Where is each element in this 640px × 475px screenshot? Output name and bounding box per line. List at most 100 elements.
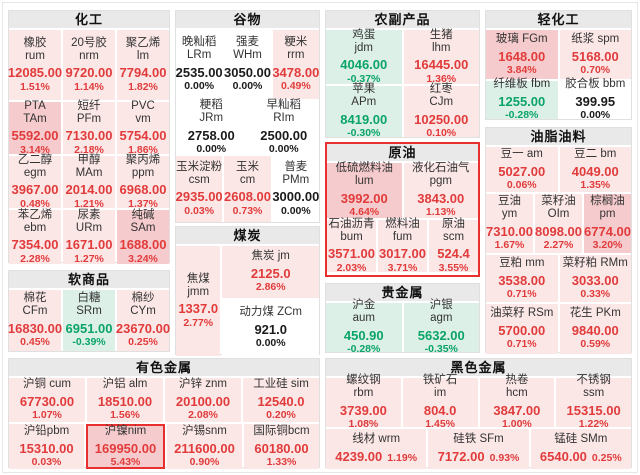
cell-row: 纤维板 fbm 1255.00 -0.28% 胶合板 bbm 399.95 0.00% xyxy=(486,78,631,121)
cell-whm[interactable]: 强麦 WHm 3050.00 0.00% xyxy=(224,30,271,99)
cell-vm[interactable]: PVC vm 5754.00 1.86% xyxy=(117,100,169,156)
cell-nrm[interactable]: 20号胶 nrm 9720.00 1.14% xyxy=(63,30,115,100)
cell-bum[interactable]: 石油沥青 bum 3571.00 2.03% xyxy=(327,218,376,273)
price-block: 3538.00 0.71% xyxy=(498,273,545,301)
cell-oim[interactable]: 菜籽油 OIm 8098.00 2.27% xyxy=(535,194,582,253)
price: 12085.00 xyxy=(7,65,63,81)
section-title-soft-commodities[interactable]: 软商品 xyxy=(9,271,169,288)
section-title-grains[interactable]: 谷物 xyxy=(176,11,319,28)
cell-egm[interactable]: 乙二醇 egm 3967.00 0.48% xyxy=(9,154,61,209)
cell-bbm[interactable]: 胶合板 bbm 399.95 0.00% xyxy=(559,78,631,121)
cell-nim[interactable]: 沪镍nim 169950.00 5.43% xyxy=(86,424,165,469)
price-block: 8098.00 2.27% xyxy=(535,224,582,252)
cell-row: 橡胶 rum 12085.00 1.51% 20号胶 nrm 9720.00 1.14% 聚… xyxy=(7,30,169,100)
cell-pbm[interactable]: 沪铅pbm 15310.00 0.03% xyxy=(9,424,84,469)
cell-ebm[interactable]: 苯乙烯 ebm 7354.00 2.28% xyxy=(9,209,61,264)
cell-mm[interactable]: 豆粕 mm 3538.00 0.71% xyxy=(486,255,558,302)
cell-fgm[interactable]: 玻璃 FGm 1648.00 3.84% xyxy=(486,30,558,79)
cell-im[interactable]: 铁矿石 im 804.0 1.45% xyxy=(402,374,478,430)
instrument-name: 棕榈油 pm xyxy=(590,195,625,221)
section-title-chemicals[interactable]: 化工 xyxy=(9,11,169,28)
price-block: 6951.00 -0.39% xyxy=(66,321,113,349)
cell-rbm[interactable]: 螺纹钢 rbm 3739.00 1.08% xyxy=(326,374,401,430)
instrument-name: 普麦 PMm xyxy=(282,160,310,186)
cell-sim[interactable]: 工业硅 sim 12540.0 0.20% xyxy=(243,378,319,422)
cell-fum[interactable]: 燃料油 fum 3017.00 3.71% xyxy=(378,218,427,273)
cell-lm[interactable]: 聚乙烯 lm 7794.00 1.82% xyxy=(117,30,169,100)
cell-pkm[interactable]: 花生 PKm 9840.00 0.59% xyxy=(559,304,631,354)
cell-hcm[interactable]: 热卷 hcm 3847.00 1.00% xyxy=(479,374,555,430)
cell-lum[interactable]: 低硫燃料油 lum 3992.00 4.64% xyxy=(327,162,402,218)
cell-znm[interactable]: 沪锌 znm 20100.00 2.08% xyxy=(165,378,241,422)
price: 4239.00 xyxy=(335,449,383,465)
cell-fbm[interactable]: 纤维板 fbm 1255.00 -0.28% xyxy=(486,78,558,121)
cell-rmm[interactable]: 菜籽粕 RMm 3033.00 0.33% xyxy=(559,255,631,302)
section-title-oils-oilseeds[interactable]: 油脂油料 xyxy=(486,128,631,145)
section-title-precious-metals[interactable]: 贵金属 xyxy=(326,284,479,301)
cell-pgm[interactable]: 液化石油气 pgm 3843.00 1.13% xyxy=(403,162,478,218)
cell-cum[interactable]: 沪铜 cum 67730.00 1.07% xyxy=(9,378,85,422)
section-crude-oil: 原油 低硫燃料油 lum 3992.00 4.64% 液化石油气 pgm 3843.00 1… xyxy=(325,142,480,277)
price: 9840.00 xyxy=(571,323,619,339)
cell-jmm[interactable]: 焦煤 jmm 1337.0 2.77% xyxy=(176,246,221,356)
price: 1648.00 xyxy=(498,48,546,64)
price-block: 211600.00 0.90% xyxy=(174,441,235,469)
price: 399.95 xyxy=(575,94,616,110)
cell-alm[interactable]: 沪铝 alm 18510.00 1.56% xyxy=(87,378,163,422)
cell-smm[interactable]: 锰硅 SMm 6540.00 0.25% xyxy=(530,429,631,469)
cell-snm[interactable]: 沪锡snm 211600.00 0.90% xyxy=(167,424,242,469)
cell-mam[interactable]: 甲醇 MAm 2014.00 1.21% xyxy=(63,154,115,209)
cell-ssm[interactable]: 不锈钢 ssm 15315.00 1.22% xyxy=(556,374,631,430)
change-percent: 1.86% xyxy=(128,143,158,156)
change-percent: 0.00% xyxy=(232,80,263,93)
cell-jm[interactable]: 焦炭 jm 2125.0 2.86% xyxy=(222,246,319,298)
cell-tam[interactable]: PTA TAm 5592.00 3.14% xyxy=(9,100,61,155)
cell-apm[interactable]: 苹果 APm 8419.00 -0.30% xyxy=(326,83,402,139)
cell-sam[interactable]: 纯碱 SAm 1688.00 3.24% xyxy=(117,209,169,264)
price-block: 3033.00 0.33% xyxy=(572,273,619,301)
cell-urm[interactable]: 尿素 URm 1671.00 1.27% xyxy=(63,209,115,264)
cell-rim[interactable]: 早籼稻 RIm 2500.00 0.00% xyxy=(248,99,319,155)
cell-rum[interactable]: 橡胶 rum 12085.00 1.51% xyxy=(7,30,63,100)
cell-bm[interactable]: 豆二 bm 4049.00 1.35% xyxy=(559,147,631,192)
cell-csm[interactable]: 玉米淀粉 csm 2935.00 0.03% xyxy=(176,156,223,222)
cell-lhm[interactable]: 生猪 lhm 16445.00 1.36% xyxy=(403,29,479,84)
cell-ym[interactable]: 豆油 ym 7310.00 1.67% xyxy=(486,194,533,253)
cell-bcm[interactable]: 国际铜bcm 60180.00 1.33% xyxy=(244,424,319,469)
cell-row: 沪铜 cum 67730.00 1.07% 沪铝 alm 18510.00 1.56% 沪锌… xyxy=(9,378,319,422)
section-title-nonferrous-metals[interactable]: 有色金属 xyxy=(9,359,319,376)
section-title-coal[interactable]: 煤炭 xyxy=(176,227,319,244)
section-title-crude-oil[interactable]: 原油 xyxy=(327,144,478,161)
cell-rrm[interactable]: 粳米 rrm 3478.00 0.49% xyxy=(272,30,319,99)
change-percent: 0.25% xyxy=(128,336,158,349)
section-title-ferrous-metals[interactable]: 黑色金属 xyxy=(326,359,631,376)
instrument-name: 豆油 ym xyxy=(498,195,521,221)
cell-srm[interactable]: 白糖 SRm 6951.00 -0.39% xyxy=(63,290,115,351)
cell-aum[interactable]: 沪金 aum 450.90 -0.28% xyxy=(326,299,402,355)
cell-jdm[interactable]: 鸡蛋 jdm 4046.00 -0.37% xyxy=(326,29,402,84)
cell-rsm[interactable]: 油菜籽 RSm 5700.00 0.71% xyxy=(486,304,558,354)
cell-zcm[interactable]: 动力煤 ZCm 921.0 0.00% xyxy=(222,300,319,356)
cell-sfm[interactable]: 硅铁 SFm 7172.00 0.93% xyxy=(428,429,529,469)
cell-am[interactable]: 豆一 am 5027.00 0.06% xyxy=(486,147,558,192)
cell-pm[interactable]: 棕榈油 pm 6774.00 3.20% xyxy=(584,194,631,253)
cell-scm[interactable]: 原油 scm 524.4 3.55% xyxy=(429,218,478,273)
cell-cfm[interactable]: 棉花 CFm 16830.00 0.45% xyxy=(8,290,62,351)
cell-lrm[interactable]: 晚籼稻 LRm 2535.00 0.00% xyxy=(176,30,223,99)
cell-pmm[interactable]: 普麦 PMm 3000.00 0.00% xyxy=(272,156,319,222)
cell-cjm[interactable]: 红枣 CJm 10250.00 0.10% xyxy=(403,83,479,139)
instrument-name: 晚籼稻 LRm xyxy=(181,36,217,62)
cell-jrm[interactable]: 粳稻 JRm 2758.00 0.00% xyxy=(176,99,247,155)
instrument-name: 纸浆 spm xyxy=(571,32,620,45)
cell-spm[interactable]: 纸浆 spm 5168.00 0.70% xyxy=(559,30,631,79)
price: 7310.00 xyxy=(486,223,533,239)
cell-wrm[interactable]: 线材 wrm 4239.00 1.19% xyxy=(326,429,427,469)
cell-ppm[interactable]: 聚丙烯 ppm 6968.00 1.37% xyxy=(117,154,169,209)
change-percent: 1.33% xyxy=(266,455,297,468)
cell-cym[interactable]: 棉纱 CYm 23670.00 0.25% xyxy=(116,290,170,351)
section-title-light-chemicals[interactable]: 轻化工 xyxy=(486,11,631,28)
cell-agm[interactable]: 沪银 agm 5632.00 -0.35% xyxy=(403,299,479,355)
cell-cm[interactable]: 玉米 cm 2608.00 0.73% xyxy=(224,156,271,222)
cell-pfm[interactable]: 短纤 PFm 7130.00 2.18% xyxy=(63,100,115,155)
section-title-agri-products[interactable]: 农副产品 xyxy=(326,11,479,28)
